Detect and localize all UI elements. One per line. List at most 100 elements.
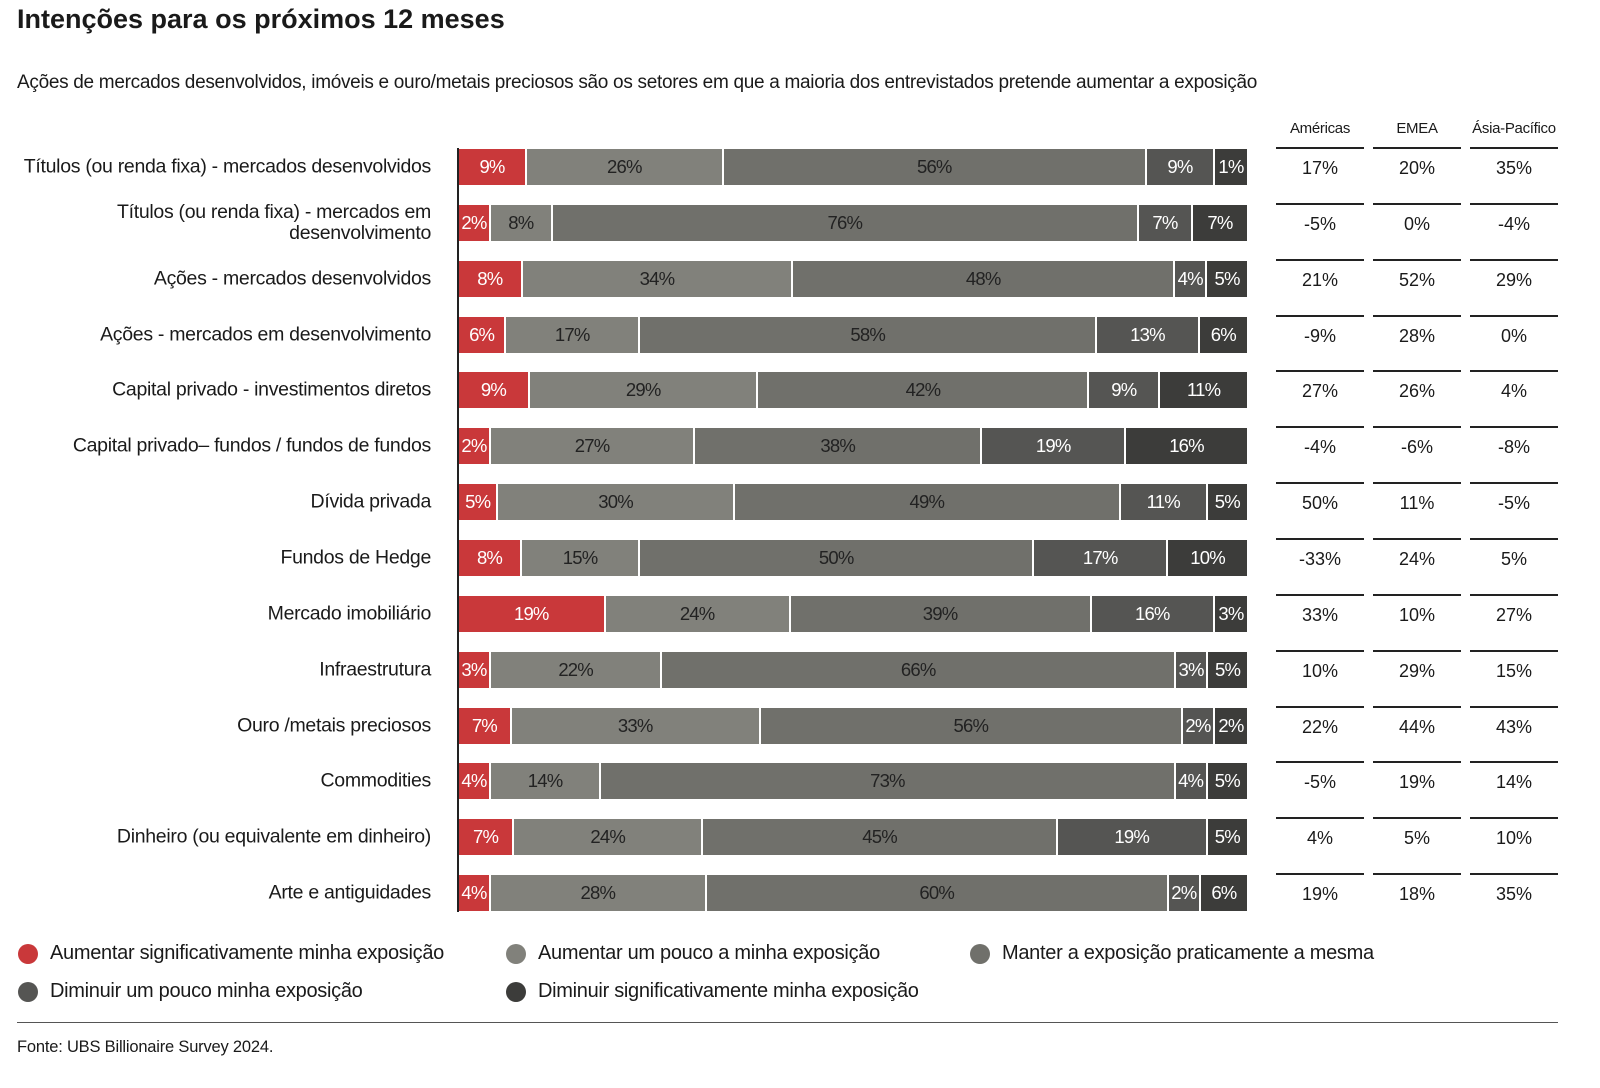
table-cell: 24%	[1373, 537, 1461, 576]
bar-segment: 15%	[522, 539, 641, 576]
table-cell: -4%	[1470, 202, 1558, 241]
bar-segment: 5%	[1207, 763, 1247, 800]
stacked-bar-chart: Títulos (ou renda fixa) - mercados desen…	[23, 120, 1558, 912]
bar-segment: 17%	[506, 316, 641, 353]
category-label: Mercado imobiliário	[267, 602, 432, 625]
table-cell: 28%	[1373, 314, 1461, 353]
bar-segment: 5%	[459, 484, 499, 521]
bar-segment: 76%	[552, 204, 1139, 241]
legend-item: Aumentar um pouco a minha exposição	[506, 942, 880, 965]
category-label: Capital privado– fundos / fundos de fund…	[72, 434, 431, 457]
table-cell: 22%	[1276, 705, 1364, 744]
table-cell: 10%	[1373, 593, 1461, 632]
table-cell: 18%	[1373, 873, 1461, 911]
table-cell: 10%	[1276, 649, 1364, 688]
bar-segment: 3%	[1215, 595, 1247, 632]
bar-segment: 22%	[491, 651, 663, 688]
table-cell: 27%	[1276, 370, 1364, 408]
category-label: Títulos (ou renda fixa) - mercados desen…	[23, 155, 432, 178]
category-label: Infraestrutura	[319, 658, 431, 681]
bar-row: 2% 27% 38% 19% 16%	[459, 428, 1247, 465]
table-cell: -5%	[1276, 202, 1364, 241]
bar-row: 5% 30% 49% 11% 5%	[459, 484, 1247, 521]
bar-segment: 60%	[706, 875, 1169, 912]
legend-label: Aumentar um pouco a minha exposição	[538, 942, 880, 964]
bar-segment: 9%	[459, 149, 528, 185]
legend-label: Diminuir um pouco minha exposição	[50, 980, 363, 1002]
table-cell: 29%	[1373, 649, 1461, 688]
legend-item: Diminuir significativamente minha exposi…	[506, 980, 919, 1003]
bar-segment: 8%	[459, 260, 523, 297]
bar-segment: 45%	[703, 819, 1058, 856]
legend-swatch-icon	[18, 981, 38, 1002]
table-cell: 5%	[1373, 817, 1461, 855]
category-label: Títulos (ou renda fixa) - mercados em de…	[116, 200, 431, 244]
bar-segment: 48%	[793, 260, 1176, 297]
table-cell: -5%	[1470, 482, 1558, 520]
category-label: Fundos de Hedge	[280, 546, 431, 569]
bar-segment: 5%	[1207, 819, 1247, 856]
bar-row: 8% 15% 50% 17% 10%	[459, 539, 1247, 576]
table-cell: 19%	[1276, 873, 1364, 911]
legend-swatch-icon	[506, 943, 526, 964]
legend-item: Manter a exposição praticamente a mesma	[970, 942, 1374, 965]
bar-segment: 10%	[1168, 539, 1247, 576]
bar-segment: 7%	[459, 707, 512, 744]
bar-segment: 11%	[1120, 484, 1208, 521]
category-label: Capital privado - investimentos diretos	[112, 378, 431, 401]
bar-segment: 56%	[723, 149, 1147, 185]
table-cell: 29%	[1470, 258, 1558, 297]
table-cell: -4%	[1276, 426, 1364, 464]
bar-segment: 11%	[1160, 372, 1247, 409]
bar-segment: 26%	[527, 149, 724, 185]
table-cell: 15%	[1470, 649, 1558, 688]
chart-title: Intenções para os próximos 12 meses	[17, 4, 505, 34]
table-cell: 20%	[1373, 147, 1461, 185]
bar-segment: 5%	[1207, 484, 1247, 521]
bar-segment: 56%	[760, 707, 1183, 744]
bar-segment: 28%	[491, 875, 707, 912]
table-cell: 4%	[1470, 370, 1558, 408]
bar-segment: 19%	[459, 595, 606, 632]
bar-segment: 13%	[1097, 316, 1200, 353]
table-cell: -8%	[1470, 426, 1558, 464]
bar-segment: 8%	[459, 539, 523, 576]
category-label: Dinheiro (ou equivalente em dinheiro)	[116, 825, 431, 848]
bar-segment: 2%	[459, 428, 491, 465]
table-cell: 35%	[1470, 873, 1558, 911]
table-cell: 27%	[1470, 593, 1558, 632]
legend-item: Diminuir um pouco minha exposição	[18, 980, 363, 1003]
category-label: Arte e antiguidades	[268, 881, 432, 904]
bar-segment: 24%	[605, 595, 791, 632]
table-cell: 0%	[1373, 202, 1461, 241]
bar-segment: 8%	[491, 204, 553, 241]
bar-segment: 33%	[511, 707, 761, 744]
bar-row: 6% 17% 58% 13% 6%	[459, 316, 1247, 353]
legend-swatch-icon	[18, 943, 38, 964]
bar-segment: 38%	[695, 428, 983, 465]
bar-segment: 3%	[459, 651, 491, 688]
table-cell: 0%	[1470, 314, 1558, 353]
bar-segment: 2%	[1168, 875, 1201, 912]
category-label: Ações - mercados desenvolvidos	[153, 267, 431, 290]
bar-segment: 6%	[1199, 316, 1247, 353]
bar-row: 9% 29% 42% 9% 11%	[459, 372, 1247, 409]
bar-row: 4% 14% 73% 4% 5%	[459, 763, 1247, 800]
bar-segment: 42%	[758, 372, 1090, 409]
table-cell: 35%	[1470, 147, 1558, 185]
bar-row: 2% 8% 76% 7% 7%	[459, 204, 1247, 241]
table-cell: -33%	[1276, 537, 1364, 576]
bar-segment: 27%	[491, 428, 696, 465]
bar-segment: 49%	[734, 484, 1121, 521]
source-note: Fonte: UBS Billionaire Survey 2024.	[17, 1038, 274, 1056]
bar-segment: 4%	[459, 763, 491, 800]
bar-segment: 4%	[1175, 260, 1208, 297]
legend-swatch-icon	[506, 981, 526, 1002]
legend-swatch-icon	[970, 943, 990, 964]
table-cell: 4%	[1276, 817, 1364, 855]
bar-segment: 16%	[1126, 428, 1247, 465]
table-cell: 50%	[1276, 482, 1364, 520]
table-cell: 26%	[1373, 370, 1461, 408]
bar-segment: 9%	[459, 372, 530, 409]
bar-row: 8% 34% 48% 4% 5%	[459, 260, 1247, 297]
